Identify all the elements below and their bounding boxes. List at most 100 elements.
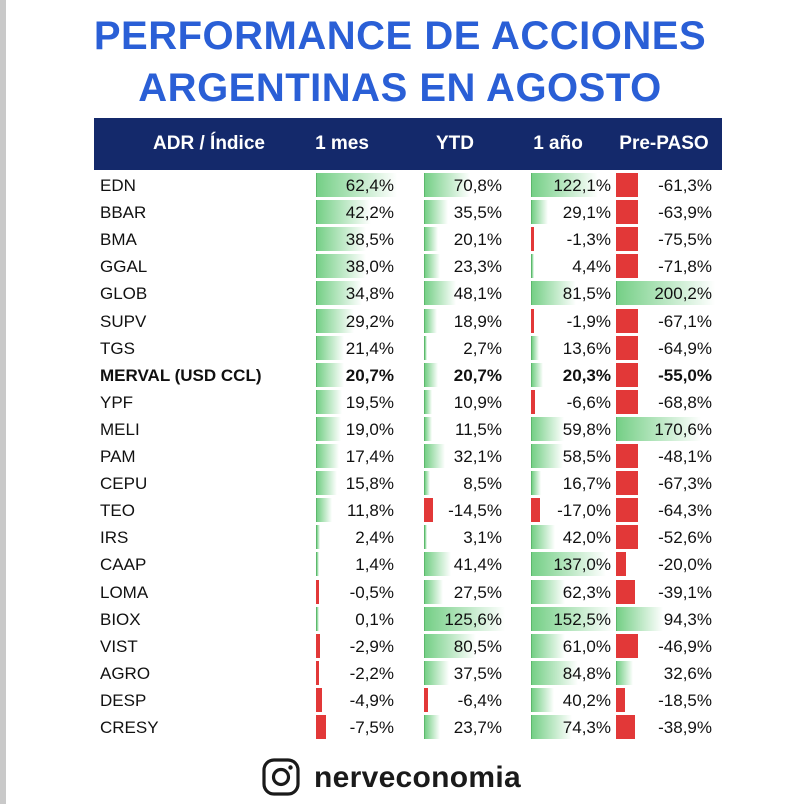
value-label: -55,0%: [658, 365, 712, 385]
cell-y1: 59,8%: [531, 416, 613, 443]
footer-handle: nerveconomia: [314, 761, 522, 794]
value-label: 21,4%: [345, 338, 394, 358]
cell-ytd: 3,1%: [424, 524, 504, 551]
cell-pp: -61,3%: [616, 172, 714, 199]
negative-bar: [616, 389, 638, 414]
value-label: 94,3%: [663, 609, 712, 629]
table-row: TEO 11,8% -14,5% -17,0% -64,3%: [94, 497, 722, 524]
row-label: GLOB: [100, 284, 148, 304]
row-label: DESP: [100, 690, 147, 710]
value-label: 125,6%: [444, 609, 502, 629]
cell-pp: 94,3%: [616, 606, 714, 633]
cell-y1: 20,3%: [531, 362, 613, 389]
column-header-1-mes: 1 mes: [315, 133, 369, 154]
positive-bar: [531, 416, 565, 441]
positive-bar: [424, 308, 438, 333]
value-label: -39,1%: [658, 582, 712, 602]
value-label: 40,2%: [562, 690, 611, 710]
positive-bar: [424, 227, 438, 252]
row-label: VIST: [100, 636, 138, 656]
cell-ytd: -14,5%: [424, 497, 504, 524]
cell-y1: 122,1%: [531, 172, 613, 199]
cell-y1: 62,3%: [531, 579, 613, 606]
value-label: 2,7%: [463, 338, 502, 358]
value-label: -67,1%: [658, 311, 712, 331]
cell-ytd: 37,5%: [424, 660, 504, 687]
cell-m1: 0,1%: [316, 606, 396, 633]
cell-ytd: 27,5%: [424, 579, 504, 606]
cell-m1: 38,0%: [316, 253, 396, 280]
cell-m1: -7,5%: [316, 714, 396, 741]
row-label: EDN: [100, 176, 136, 195]
value-label: 20,7%: [453, 365, 502, 385]
value-label: -64,3%: [658, 501, 712, 521]
negative-bar: [316, 660, 319, 685]
positive-bar: [531, 525, 555, 550]
value-label: 62,4%: [345, 176, 394, 195]
cell-ytd: 2,7%: [424, 335, 504, 362]
positive-bar: [316, 525, 321, 550]
cell-m1: 19,0%: [316, 416, 396, 443]
cell-y1: 58,5%: [531, 443, 613, 470]
positive-bar: [424, 254, 440, 279]
row-label: CRESY: [100, 718, 159, 737]
row-label: TGS: [100, 338, 135, 358]
row-label: MELI: [100, 419, 140, 439]
chart-title-line-1: PERFORMANCE DE ACCIONES: [93, 14, 707, 58]
chart-title-line-2: ARGENTINAS EN AGOSTO: [138, 66, 662, 110]
value-label: 34,8%: [345, 284, 394, 304]
row-label: GGAL: [100, 257, 148, 277]
value-label: -1,9%: [566, 311, 611, 331]
value-label: 42,2%: [345, 203, 394, 223]
cell-pp: 170,6%: [616, 416, 714, 443]
positive-bar: [424, 525, 427, 550]
value-label: -71,8%: [658, 257, 712, 277]
positive-bar: [424, 200, 448, 225]
cell-y1: 4,4%: [531, 253, 613, 280]
cell-m1: 20,7%: [316, 362, 396, 389]
value-label: -6,6%: [566, 392, 611, 412]
table-row: CEPU 15,8% 8,5% 16,7% -67,3%: [94, 470, 722, 497]
value-label: 80,5%: [453, 636, 502, 656]
row-label: AGRO: [100, 663, 151, 683]
value-label: -61,3%: [658, 176, 712, 195]
table-row: BIOX 0,1% 125,6% 152,5% 94,3%: [94, 606, 722, 633]
value-label: 18,9%: [453, 311, 502, 331]
cell-ytd: 35,5%: [424, 199, 504, 226]
positive-bar: [616, 606, 664, 631]
value-label: 3,1%: [463, 528, 502, 548]
positive-bar: [531, 606, 614, 631]
value-label: 0,1%: [355, 609, 394, 629]
cell-pp: -64,9%: [616, 335, 714, 362]
row-label: BBAR: [100, 203, 147, 223]
negative-bar: [424, 498, 434, 523]
row-label: BMA: [100, 230, 137, 250]
value-label: 62,3%: [562, 582, 611, 602]
value-label: 61,0%: [562, 636, 611, 656]
negative-bar: [316, 715, 326, 739]
value-label: 137,0%: [553, 555, 611, 575]
cell-y1: -17,0%: [531, 497, 613, 524]
value-label: 41,4%: [453, 555, 502, 575]
positive-bar: [424, 416, 433, 441]
cell-m1: 34,8%: [316, 280, 396, 307]
row-label: YPF: [100, 392, 134, 412]
negative-bar: [316, 579, 319, 604]
positive-bar: [316, 335, 345, 360]
negative-bar: [316, 687, 323, 712]
positive-bar: [424, 173, 471, 197]
value-label: 84,8%: [562, 663, 611, 683]
cell-y1: 40,2%: [531, 687, 613, 714]
negative-bar: [531, 389, 535, 414]
table-row: YPF 19,5% 10,9% -6,6% -68,8%: [94, 389, 722, 416]
cell-m1: 1,4%: [316, 551, 396, 578]
table-row: LOMA -0,5% 27,5% 62,3% -39,1%: [94, 579, 722, 606]
positive-bar: [531, 579, 566, 604]
cell-ytd: 18,9%: [424, 308, 504, 335]
cell-pp: -20,0%: [616, 551, 714, 578]
negative-bar: [616, 687, 626, 712]
value-label: 2,4%: [355, 528, 394, 548]
positive-bar: [316, 416, 342, 441]
cell-pp: -67,3%: [616, 470, 714, 497]
positive-bar: [424, 362, 439, 387]
